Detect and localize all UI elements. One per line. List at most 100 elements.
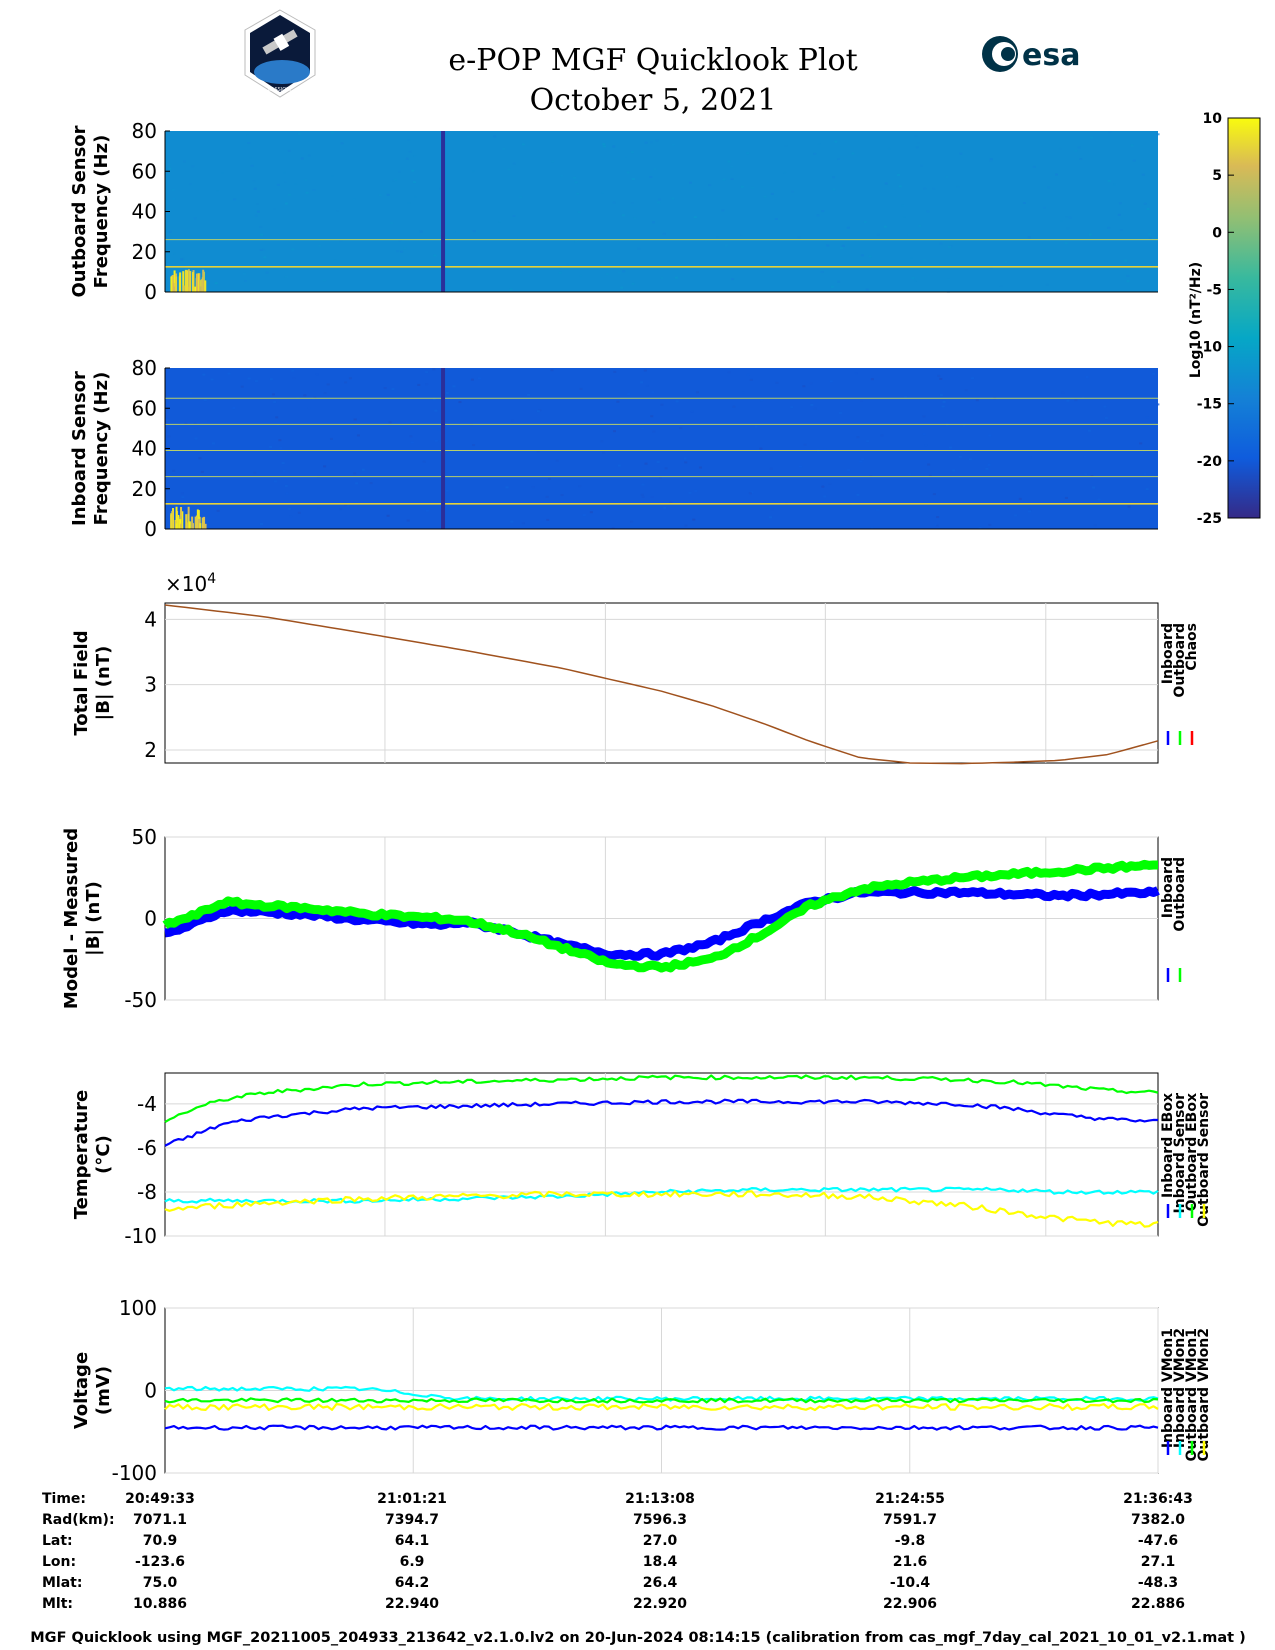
y-tick-label: 20 xyxy=(132,240,157,264)
spectrogram-cell xyxy=(259,248,263,251)
spectrogram-cell xyxy=(493,135,497,138)
spectrogram-burst xyxy=(200,279,203,292)
spectrogram-cell xyxy=(555,459,559,462)
spectrogram-burst xyxy=(173,286,176,292)
spectrogram-cell xyxy=(923,187,927,190)
spectrogram-cell xyxy=(356,434,360,437)
spectrogram-cell xyxy=(915,146,919,149)
spectrogram-cell xyxy=(512,162,516,165)
spectrogram-cell xyxy=(908,473,912,476)
spectrogram-cell xyxy=(1004,261,1008,264)
spectrogram-cell xyxy=(262,248,266,251)
y-tick-label: -6 xyxy=(137,1136,157,1160)
axis-ylabel: Model - Measured|B| (nT) xyxy=(61,828,104,1009)
spectrogram-cell xyxy=(746,152,750,155)
spectrogram-cell xyxy=(656,461,660,464)
spectrogram-cell xyxy=(716,236,720,239)
spectrogram-cell xyxy=(287,149,291,152)
legend-label: Outboard VMon2 xyxy=(1196,1328,1212,1462)
series-line xyxy=(164,886,1160,961)
spectrogram-cell xyxy=(1027,236,1031,239)
spectrogram-cell xyxy=(259,225,263,228)
spectrogram-cell xyxy=(455,244,459,247)
spectrogram-cell xyxy=(1058,147,1062,150)
spectrogram-cell xyxy=(1148,233,1152,236)
spectrogram-cell xyxy=(1090,136,1094,139)
spectrogram-cell xyxy=(664,467,668,470)
spectrogram-cell xyxy=(829,380,833,383)
spectrogram-cell xyxy=(344,381,348,384)
spectrogram-burst xyxy=(182,271,185,292)
spectrogram-cell xyxy=(645,384,649,387)
spectrogram-cell xyxy=(276,423,280,426)
spectrogram-cell xyxy=(1141,173,1145,176)
legend-label: Inboard VMon2 xyxy=(1172,1328,1188,1448)
spectrogram-cell xyxy=(884,182,888,185)
spectrogram-cell xyxy=(579,387,583,390)
spectrogram-cell xyxy=(651,391,655,394)
spectrogram-cell xyxy=(658,476,662,479)
spectrogram-cell xyxy=(589,511,593,514)
spectrogram-cell xyxy=(550,369,554,372)
spectrogram-cell xyxy=(935,524,939,527)
spectrogram-cell xyxy=(300,157,304,160)
spectrogram-cell xyxy=(273,401,277,404)
spectrogram-cell xyxy=(255,203,259,206)
footer-caption: MGF Quicklook using MGF_20211005_204933_… xyxy=(30,1630,1246,1646)
spectrogram-cell xyxy=(962,424,966,427)
spectrogram-cell xyxy=(640,493,644,496)
spectrogram-burst xyxy=(170,513,173,529)
spectrogram-cell xyxy=(214,282,218,285)
spectrogram-cell xyxy=(339,508,343,511)
spectrogram-cell xyxy=(640,381,644,384)
spectrogram-cell xyxy=(265,271,269,274)
spectrogram-cell xyxy=(250,164,254,167)
spectrogram-cell xyxy=(689,181,693,184)
spectrogram-cell xyxy=(1068,216,1072,219)
spectrogram-cell xyxy=(828,482,832,485)
spectrogram-cell xyxy=(936,516,940,519)
spectrogram-cell xyxy=(605,273,609,276)
spectrogram-cell xyxy=(1107,179,1111,182)
series-line xyxy=(164,1098,1159,1147)
info-cell: 7071.1 xyxy=(133,1512,187,1528)
spectrogram-cell xyxy=(945,175,949,178)
spectrogram-cell xyxy=(694,489,698,492)
info-cell: 7596.3 xyxy=(633,1512,687,1528)
spectrogram-cell xyxy=(183,160,187,163)
spectrogram-cell xyxy=(471,170,475,173)
spectrogram-cell xyxy=(876,233,880,236)
spectrogram-cell xyxy=(746,373,750,376)
colorbar-tick-label: -15 xyxy=(1197,397,1222,413)
spectrogram-cell xyxy=(923,259,927,262)
spectrogram-cell xyxy=(721,209,725,212)
spectrogram-cell xyxy=(695,391,699,394)
y-tick-label: 0 xyxy=(144,280,157,304)
spectrogram-cell xyxy=(897,173,901,176)
spectrogram-cell xyxy=(830,285,834,288)
spectrogram-cell xyxy=(988,523,992,526)
spectrogram-cell xyxy=(660,403,664,406)
colorbar-tick-label: -5 xyxy=(1206,282,1222,298)
info-cell: 6.9 xyxy=(400,1554,425,1570)
spectrogram-cell xyxy=(433,254,437,257)
spectrogram-cell xyxy=(288,193,292,196)
spectrogram-burst xyxy=(174,520,177,529)
spectrogram-cell xyxy=(167,435,171,438)
info-cell: 22.940 xyxy=(385,1596,439,1612)
spectrogram-cell xyxy=(408,150,412,153)
spectrogram-cell xyxy=(425,509,429,512)
info-cell: 22.920 xyxy=(633,1596,687,1612)
legend-label: Outboard xyxy=(1172,857,1188,932)
spectrogram-cell xyxy=(168,288,172,291)
y-tick-label: 0 xyxy=(144,517,157,541)
spectrogram-cell xyxy=(649,176,653,179)
spectrogram-cell xyxy=(212,442,216,445)
spectrogram-cell xyxy=(1103,405,1107,408)
spectrogram-cell xyxy=(227,372,231,375)
spectrogram-cell xyxy=(692,518,696,521)
spectrogram-cell xyxy=(1143,472,1147,475)
spectrogram-cell xyxy=(1148,237,1152,240)
spectrogram-cell xyxy=(911,276,915,279)
spectrogram-cell xyxy=(378,194,382,197)
